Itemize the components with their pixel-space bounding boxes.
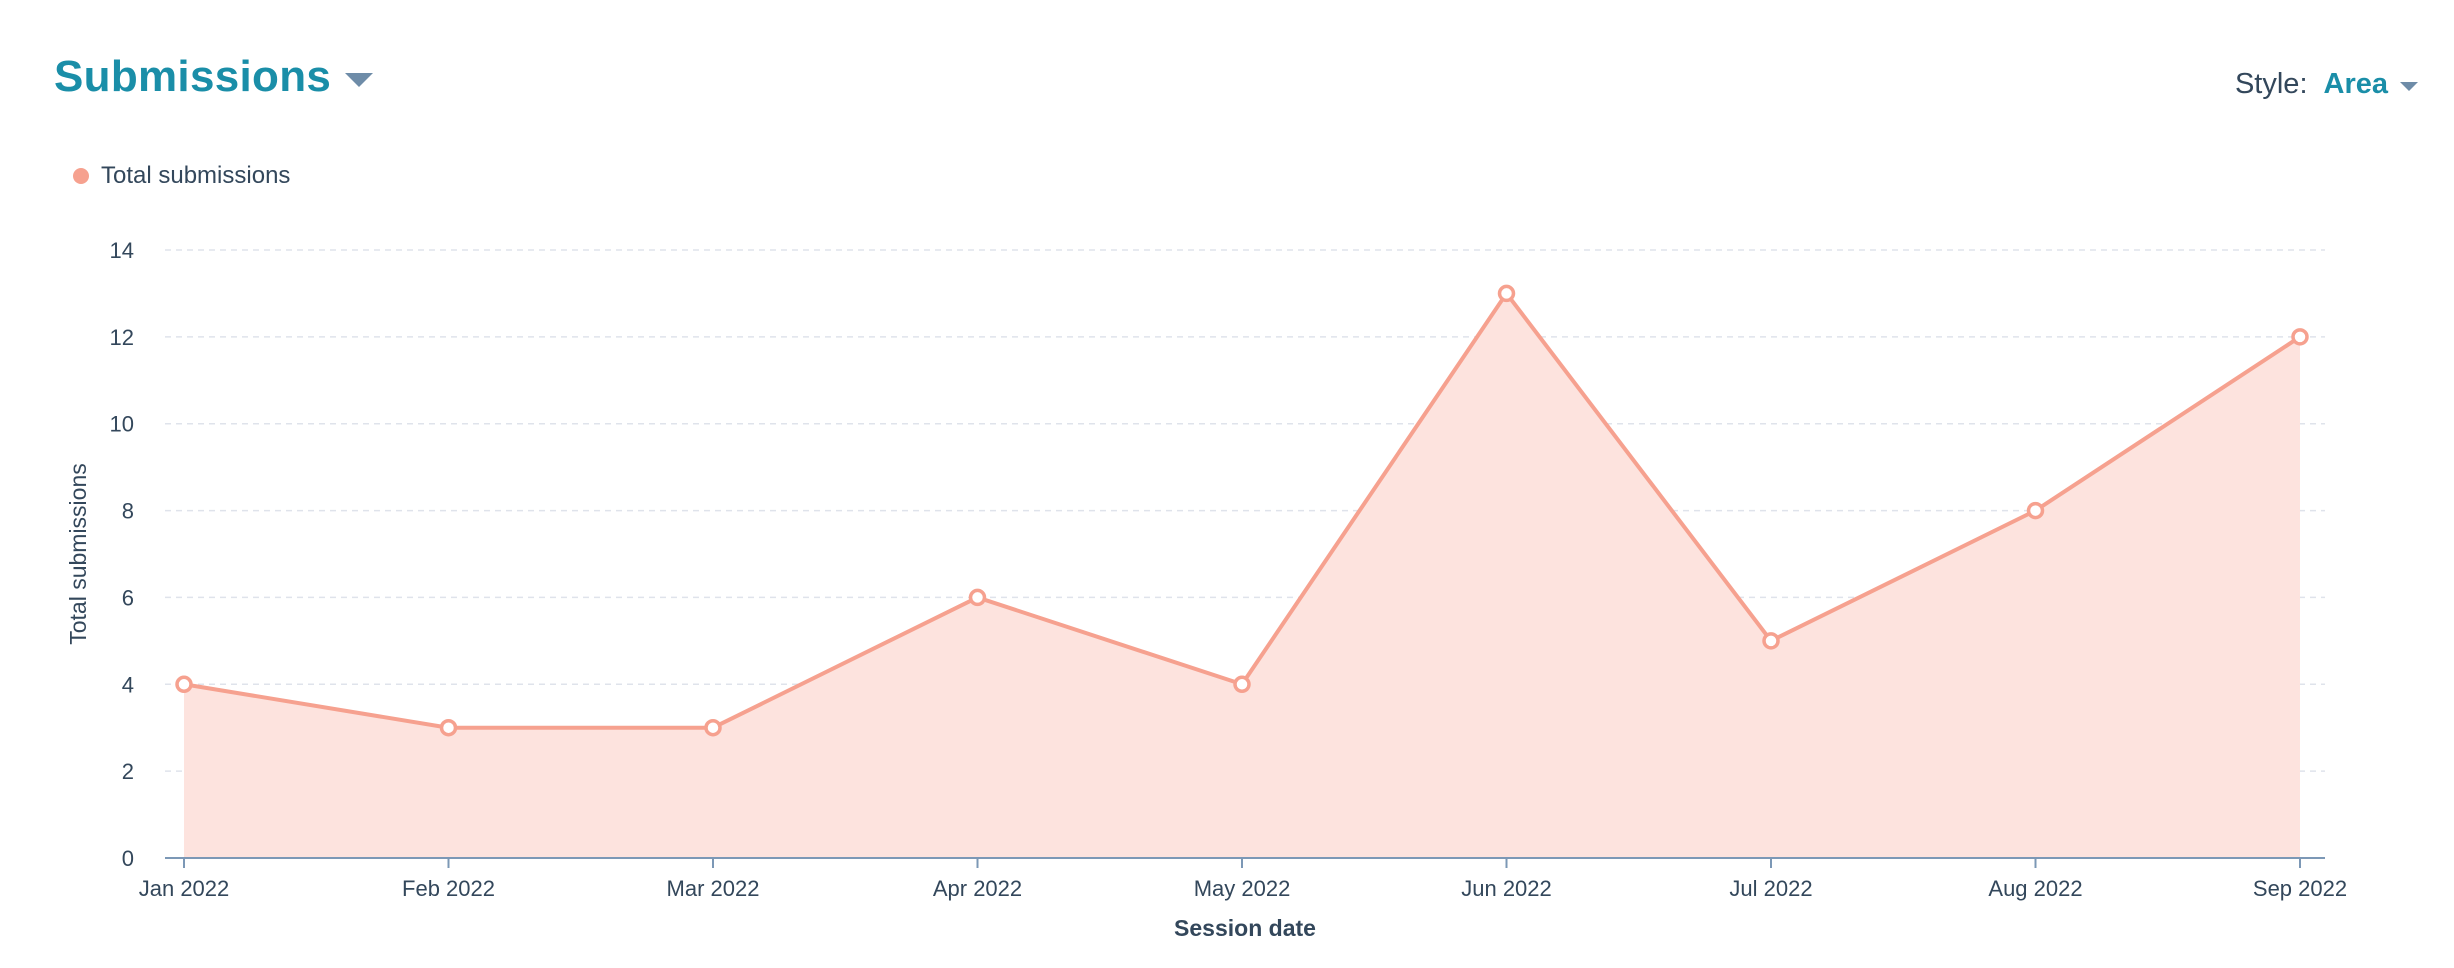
- data-point[interactable]: [1233, 675, 1251, 694]
- report-title-dropdown[interactable]: Submissions: [54, 52, 374, 102]
- data-point[interactable]: [968, 588, 987, 607]
- style-value[interactable]: Area: [2323, 68, 2389, 100]
- data-point[interactable]: [2026, 501, 2045, 520]
- y-tick-label: 10: [110, 412, 134, 437]
- style-selector[interactable]: Style: Area: [2235, 68, 2418, 101]
- chevron-down-icon[interactable]: [345, 73, 374, 87]
- area-fill: [184, 293, 2300, 858]
- y-tick-label: 14: [110, 238, 134, 263]
- report-title: Submissions: [54, 52, 332, 101]
- x-tick-label: Sep 2022: [2253, 876, 2347, 901]
- x-tick-label: May 2022: [1194, 876, 1291, 901]
- y-tick-label: 0: [122, 846, 134, 871]
- style-label: Style:: [2234, 68, 2308, 100]
- legend-label: Total submissions: [101, 162, 291, 189]
- legend-dot-icon: [73, 168, 89, 184]
- x-tick-label: Jan 2022: [139, 876, 230, 901]
- y-tick-label: 6: [122, 585, 134, 610]
- x-tick-label: Mar 2022: [667, 876, 760, 901]
- data-point[interactable]: [704, 718, 722, 737]
- chart-legend[interactable]: Total submissions: [73, 162, 290, 190]
- data-point[interactable]: [2291, 328, 2309, 346]
- y-tick-label: 8: [122, 499, 134, 524]
- x-tick-label: Feb 2022: [402, 876, 495, 901]
- y-tick-label: 4: [122, 672, 134, 697]
- y-tick-label: 2: [122, 759, 134, 784]
- x-tick-label: Aug 2022: [1988, 876, 2082, 901]
- x-tick-label: Jun 2022: [1461, 876, 1552, 901]
- y-axis-title: Total submissions: [65, 463, 91, 645]
- chevron-down-icon[interactable]: [2400, 81, 2418, 91]
- x-axis-title: Session date: [1174, 915, 1316, 941]
- x-tick-label: Apr 2022: [933, 876, 1022, 901]
- data-point[interactable]: [175, 675, 193, 694]
- data-point[interactable]: [1762, 632, 1780, 650]
- x-tick-label: Jul 2022: [1729, 876, 1812, 901]
- y-tick-label: 12: [110, 325, 134, 350]
- data-point[interactable]: [439, 718, 458, 737]
- data-point[interactable]: [1497, 284, 1516, 303]
